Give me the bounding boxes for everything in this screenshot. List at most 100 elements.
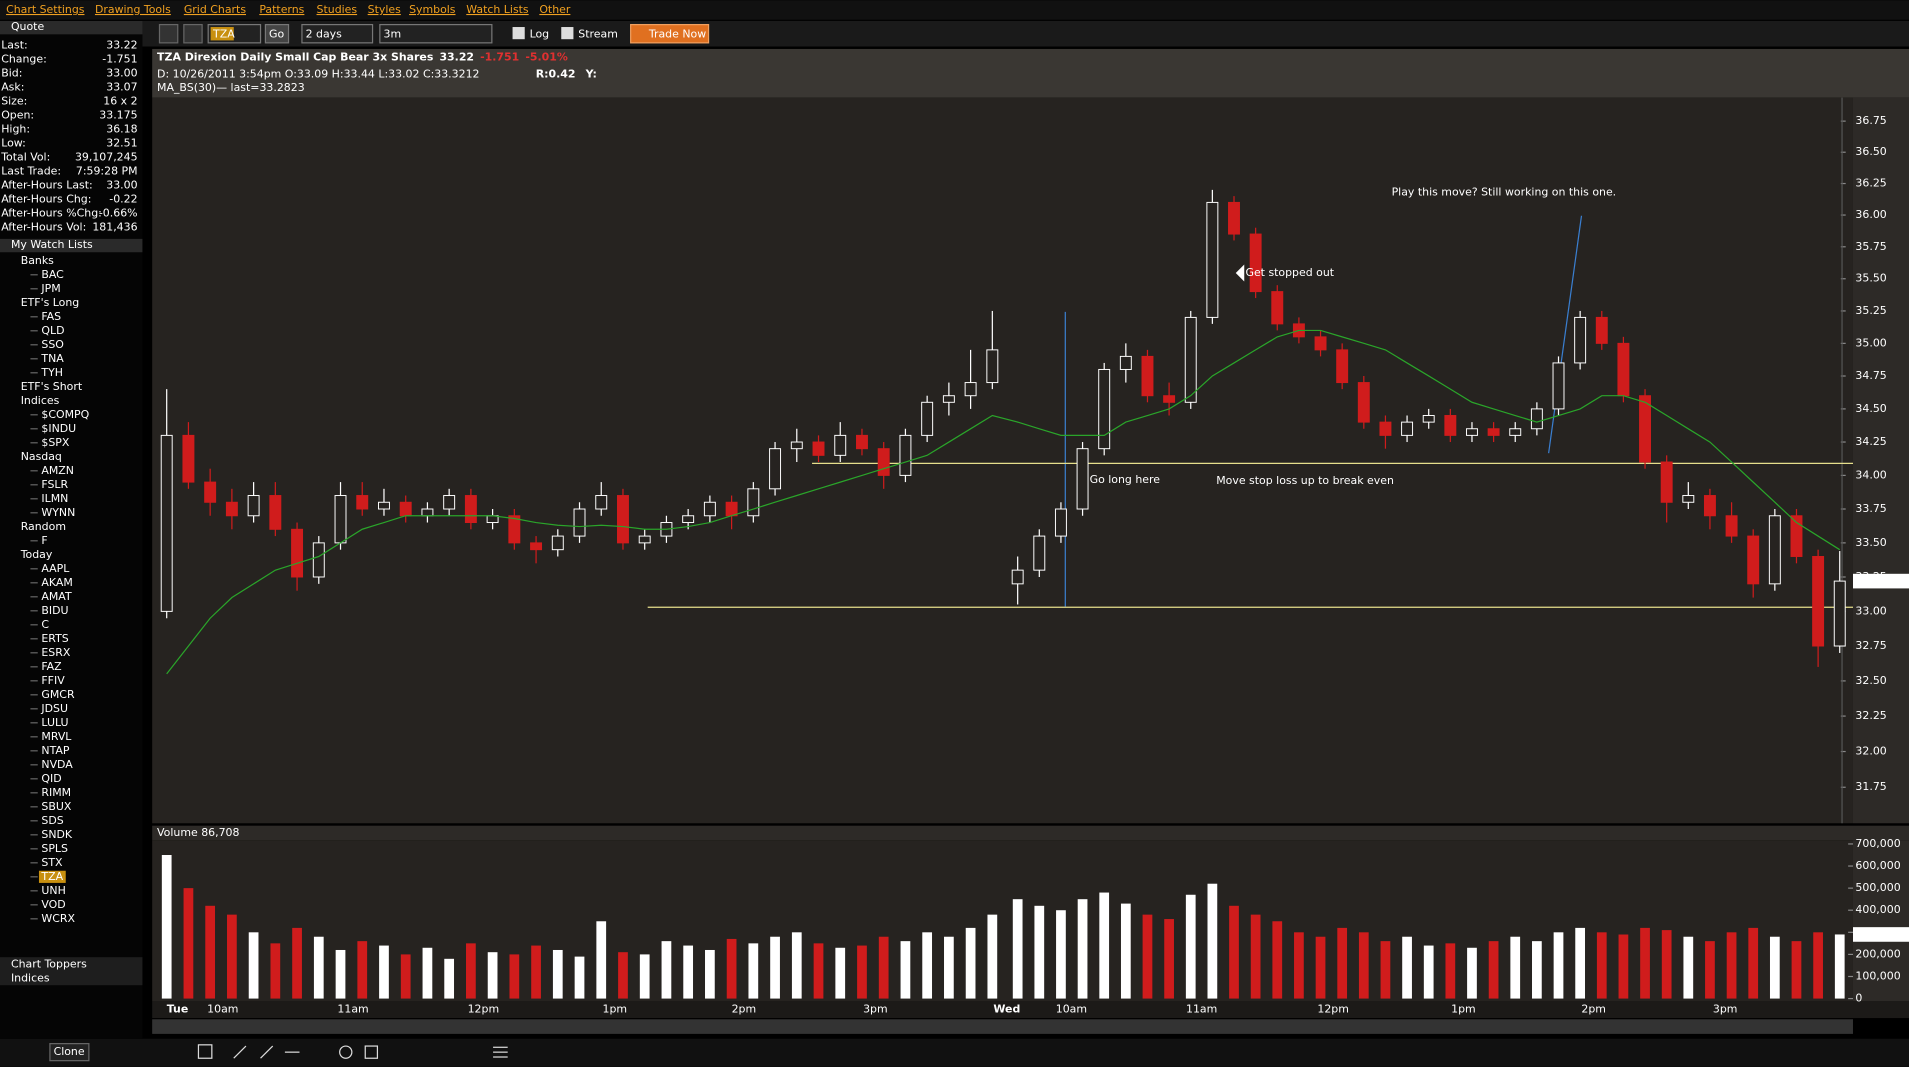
quote-value: 36.18 bbox=[106, 122, 137, 135]
period-label[interactable]: 2 days bbox=[306, 27, 343, 40]
symbol-item[interactable]: $SPX bbox=[41, 436, 69, 449]
volume-bar bbox=[1683, 936, 1694, 999]
symbol-item[interactable]: C bbox=[41, 618, 49, 631]
ohlc-info: Y: bbox=[585, 68, 597, 81]
go-label[interactable]: Go bbox=[269, 27, 284, 40]
symbol-item[interactable]: STX bbox=[41, 856, 63, 869]
symbol-item[interactable]: ILMN bbox=[41, 492, 68, 505]
symbol-item[interactable]: TNA bbox=[40, 352, 64, 365]
group-label[interactable]: Banks bbox=[21, 254, 54, 267]
nav-button[interactable] bbox=[183, 23, 203, 44]
stream-checkbox[interactable] bbox=[561, 27, 574, 40]
symbol-item[interactable]: JPM bbox=[40, 282, 60, 295]
symbol-item[interactable]: RIMM bbox=[41, 786, 71, 799]
sidebar-section[interactable]: Chart Toppers bbox=[11, 957, 87, 970]
symbol-item[interactable]: JDSU bbox=[40, 702, 68, 715]
sidebar-section[interactable]: Indices bbox=[11, 971, 50, 984]
tool-icon[interactable] bbox=[197, 1044, 213, 1059]
symbol-item[interactable]: FAS bbox=[41, 310, 61, 323]
symbol-item[interactable]: AMAT bbox=[41, 590, 72, 603]
symbol-item[interactable]: QLD bbox=[41, 324, 64, 337]
symbol-item[interactable]: FSLR bbox=[41, 478, 68, 491]
symbol-item[interactable]: GMCR bbox=[41, 688, 75, 701]
menu-item[interactable]: Other bbox=[539, 3, 571, 16]
symbol-item[interactable]: MRVL bbox=[41, 730, 72, 743]
x-tick-label: 12pm bbox=[1317, 1003, 1349, 1016]
menu-item[interactable]: Patterns bbox=[259, 3, 304, 16]
log-label[interactable]: Log bbox=[530, 27, 550, 40]
symbol-item[interactable]: F bbox=[41, 534, 47, 547]
symbol-item[interactable]: BIDU bbox=[41, 604, 68, 617]
symbol-item[interactable]: SPLS bbox=[41, 842, 68, 855]
symbol-item[interactable]: AAPL bbox=[41, 562, 70, 575]
symbol-item[interactable]: BAC bbox=[41, 268, 64, 281]
symbol-item[interactable]: SDS bbox=[41, 814, 63, 827]
symbol-item[interactable]: SSO bbox=[41, 338, 64, 351]
symbol-item[interactable]: VOD bbox=[41, 898, 65, 911]
tool-icon[interactable] bbox=[260, 1045, 274, 1059]
symbol-item[interactable]: UNH bbox=[41, 884, 65, 897]
symbol-item[interactable]: TYH bbox=[40, 366, 63, 379]
scrollbar[interactable] bbox=[152, 1019, 1853, 1034]
symbol-item[interactable]: WCRX bbox=[41, 912, 75, 925]
group-label[interactable]: Random bbox=[21, 520, 66, 533]
candle-body bbox=[225, 501, 238, 517]
symbol-item[interactable]: SNDK bbox=[41, 828, 73, 841]
menu-item[interactable]: Studies bbox=[317, 3, 358, 16]
quote-value: 7:59:28 PM bbox=[76, 164, 138, 177]
trade-label[interactable]: Trade Now bbox=[648, 27, 706, 40]
symbol-item[interactable]: ESRX bbox=[41, 646, 70, 659]
drawing-tools[interactable] bbox=[197, 1044, 508, 1059]
period-select[interactable] bbox=[301, 23, 374, 44]
volume-bar bbox=[248, 932, 259, 999]
menu-item[interactable]: Styles bbox=[368, 3, 401, 16]
log-checkbox[interactable] bbox=[512, 27, 525, 40]
symbol-item[interactable]: WYNN bbox=[41, 506, 75, 519]
quote-title[interactable]: Quote bbox=[11, 20, 45, 33]
volume-bar bbox=[1229, 905, 1239, 999]
y-tick-label: 32.00 bbox=[1855, 745, 1886, 758]
symbol-item[interactable]: LULU bbox=[41, 716, 68, 729]
interval-select[interactable] bbox=[379, 23, 493, 44]
clone-label[interactable]: Clone bbox=[54, 1045, 85, 1058]
volume-bar bbox=[965, 927, 976, 999]
go-button[interactable] bbox=[264, 23, 290, 44]
quote-label: Change: bbox=[1, 52, 47, 65]
symbol-item[interactable]: QID bbox=[41, 772, 61, 785]
symbol-item[interactable]: ERTS bbox=[41, 632, 68, 645]
candle-body bbox=[1054, 508, 1067, 537]
chart-title: TZA Direxion Daily Small Cap Bear 3x Sha… bbox=[157, 50, 568, 63]
menu-item[interactable]: Grid Charts bbox=[184, 3, 246, 16]
symbol-item[interactable]: FFIV bbox=[41, 674, 65, 687]
symbol-item[interactable]: $INDU bbox=[41, 422, 76, 435]
symbol-item[interactable]: AMZN bbox=[41, 464, 74, 477]
nav-button[interactable] bbox=[158, 23, 179, 44]
menu-item[interactable]: Chart Settings bbox=[6, 3, 85, 16]
menu-item[interactable]: Symbols bbox=[409, 3, 456, 16]
tool-icon[interactable] bbox=[339, 1045, 353, 1059]
y-tick-label: 0 bbox=[1855, 992, 1862, 1005]
symbol-item[interactable]: AKAM bbox=[41, 576, 72, 589]
symbol-item[interactable]: NVDA bbox=[41, 758, 73, 771]
tool-icon[interactable] bbox=[364, 1045, 379, 1059]
volume-bar bbox=[1012, 899, 1023, 999]
interval-label[interactable]: 3m bbox=[384, 27, 402, 40]
symbol-item[interactable]: FAZ bbox=[41, 660, 61, 673]
symbol-item[interactable]: SBUX bbox=[41, 800, 71, 813]
group-label[interactable]: ETF's Long bbox=[21, 296, 80, 309]
y-tick-label: 35.50 bbox=[1855, 272, 1886, 285]
group-label[interactable]: ETF's Short bbox=[21, 380, 83, 393]
menu-item[interactable]: Watch Lists bbox=[466, 3, 529, 16]
symbol-item[interactable]: TZA bbox=[40, 870, 63, 883]
group-label[interactable]: Today bbox=[20, 548, 53, 561]
clone-button[interactable] bbox=[49, 1043, 90, 1062]
group-label[interactable]: Nasdaq bbox=[21, 450, 62, 463]
trade-button[interactable] bbox=[630, 23, 710, 44]
watch-title[interactable]: My Watch Lists bbox=[11, 238, 93, 251]
symbol-item[interactable]: NTAP bbox=[41, 744, 69, 757]
tool-icon[interactable] bbox=[233, 1045, 247, 1059]
menu-item[interactable]: Drawing Tools bbox=[95, 3, 171, 16]
group-label[interactable]: Indices bbox=[21, 394, 60, 407]
stream-label[interactable]: Stream bbox=[578, 27, 618, 40]
symbol-item[interactable]: $COMPQ bbox=[41, 408, 89, 421]
